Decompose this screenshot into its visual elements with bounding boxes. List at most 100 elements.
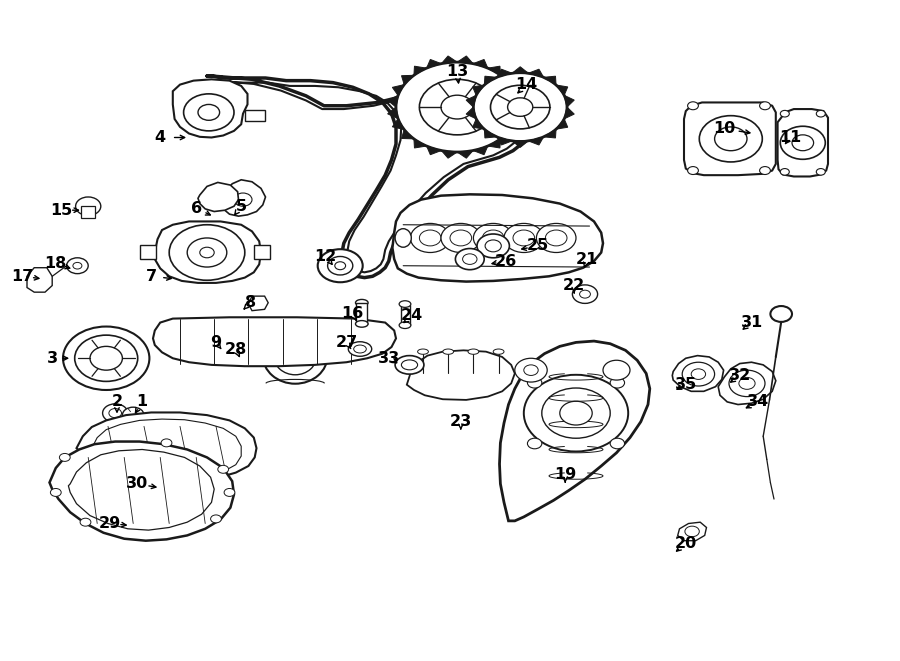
Polygon shape bbox=[50, 442, 234, 541]
Polygon shape bbox=[510, 85, 522, 95]
Polygon shape bbox=[457, 56, 473, 63]
Polygon shape bbox=[564, 107, 574, 119]
Circle shape bbox=[729, 370, 765, 397]
Polygon shape bbox=[388, 107, 398, 119]
Circle shape bbox=[184, 94, 234, 131]
Polygon shape bbox=[473, 146, 488, 155]
Text: 17: 17 bbox=[12, 269, 33, 284]
Polygon shape bbox=[457, 151, 473, 158]
Ellipse shape bbox=[356, 299, 368, 306]
Circle shape bbox=[504, 223, 544, 253]
Text: 14: 14 bbox=[516, 77, 537, 92]
Circle shape bbox=[685, 526, 699, 537]
Polygon shape bbox=[248, 296, 268, 311]
Polygon shape bbox=[427, 59, 441, 68]
Text: 26: 26 bbox=[495, 254, 517, 268]
Ellipse shape bbox=[468, 349, 479, 354]
Circle shape bbox=[90, 346, 122, 370]
Circle shape bbox=[482, 230, 504, 246]
Polygon shape bbox=[466, 95, 476, 107]
Circle shape bbox=[318, 249, 363, 282]
Circle shape bbox=[455, 249, 484, 270]
Text: 10: 10 bbox=[714, 122, 735, 136]
Text: 27: 27 bbox=[336, 335, 357, 350]
Circle shape bbox=[780, 169, 789, 175]
Circle shape bbox=[76, 197, 101, 215]
Circle shape bbox=[508, 98, 533, 116]
Circle shape bbox=[527, 438, 542, 449]
Ellipse shape bbox=[399, 322, 410, 329]
Polygon shape bbox=[401, 75, 414, 85]
Circle shape bbox=[780, 126, 825, 159]
Bar bbox=[356, 303, 367, 324]
Circle shape bbox=[335, 262, 346, 270]
Text: 24: 24 bbox=[401, 309, 423, 323]
Text: 33: 33 bbox=[378, 351, 400, 366]
Bar bbox=[140, 245, 156, 259]
Text: 30: 30 bbox=[126, 477, 148, 491]
Circle shape bbox=[572, 285, 598, 303]
Ellipse shape bbox=[401, 360, 418, 370]
Ellipse shape bbox=[395, 229, 411, 247]
Polygon shape bbox=[778, 109, 828, 176]
Polygon shape bbox=[466, 107, 476, 119]
Circle shape bbox=[780, 110, 789, 117]
Circle shape bbox=[463, 254, 477, 264]
Polygon shape bbox=[510, 119, 522, 130]
Circle shape bbox=[410, 223, 450, 253]
Circle shape bbox=[515, 358, 547, 382]
Polygon shape bbox=[392, 85, 404, 95]
Polygon shape bbox=[441, 56, 457, 63]
Text: 7: 7 bbox=[146, 269, 157, 284]
Polygon shape bbox=[484, 76, 497, 85]
Circle shape bbox=[816, 110, 825, 117]
Circle shape bbox=[699, 116, 762, 162]
Circle shape bbox=[485, 240, 501, 252]
Text: 34: 34 bbox=[747, 395, 769, 409]
Circle shape bbox=[524, 375, 628, 451]
Circle shape bbox=[328, 256, 353, 275]
Circle shape bbox=[491, 85, 550, 129]
Polygon shape bbox=[388, 95, 398, 107]
Circle shape bbox=[691, 369, 706, 379]
Polygon shape bbox=[392, 119, 404, 130]
Circle shape bbox=[770, 306, 792, 322]
Polygon shape bbox=[414, 66, 427, 75]
Text: 6: 6 bbox=[191, 201, 202, 215]
Circle shape bbox=[610, 377, 625, 388]
Polygon shape bbox=[198, 182, 238, 212]
Circle shape bbox=[688, 167, 698, 175]
Circle shape bbox=[224, 488, 235, 496]
Circle shape bbox=[513, 230, 535, 246]
Text: 23: 23 bbox=[450, 414, 472, 429]
Circle shape bbox=[473, 73, 567, 141]
Ellipse shape bbox=[274, 336, 317, 375]
Text: 25: 25 bbox=[527, 239, 549, 253]
Circle shape bbox=[73, 262, 82, 269]
Polygon shape bbox=[407, 350, 515, 400]
Circle shape bbox=[187, 238, 227, 267]
Circle shape bbox=[477, 234, 509, 258]
Polygon shape bbox=[155, 221, 261, 283]
Circle shape bbox=[234, 193, 252, 206]
Text: 5: 5 bbox=[236, 199, 247, 214]
Text: 19: 19 bbox=[554, 467, 576, 482]
Polygon shape bbox=[684, 102, 776, 175]
Circle shape bbox=[198, 104, 220, 120]
Polygon shape bbox=[76, 412, 256, 481]
Polygon shape bbox=[497, 137, 512, 145]
Polygon shape bbox=[472, 85, 484, 95]
Circle shape bbox=[739, 377, 755, 389]
Text: 12: 12 bbox=[315, 249, 337, 264]
Text: 8: 8 bbox=[245, 295, 256, 310]
Polygon shape bbox=[544, 129, 556, 138]
Circle shape bbox=[441, 223, 481, 253]
Bar bbox=[81, 206, 95, 218]
Polygon shape bbox=[556, 119, 568, 129]
Circle shape bbox=[396, 62, 518, 152]
Ellipse shape bbox=[354, 345, 366, 353]
Polygon shape bbox=[441, 151, 457, 158]
Circle shape bbox=[63, 327, 149, 390]
Polygon shape bbox=[488, 139, 500, 148]
Text: 32: 32 bbox=[729, 368, 751, 383]
